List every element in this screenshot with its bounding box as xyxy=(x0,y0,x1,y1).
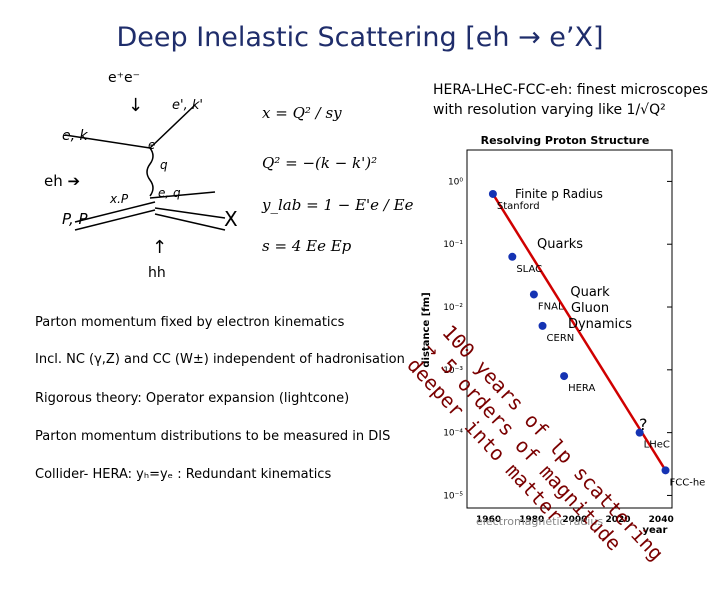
data-point-lhec xyxy=(635,428,644,437)
annotation-quarks: Quarks xyxy=(537,237,583,252)
data-point-slac xyxy=(508,252,517,261)
point-label-stanford: Stanford xyxy=(497,201,540,212)
x-tick-label: 2040 xyxy=(649,515,674,525)
formula-x: x = Q² / sy xyxy=(262,104,342,122)
data-point-fcc-he xyxy=(661,466,670,475)
x-tick-label: 2020 xyxy=(606,515,631,525)
y-tick-label: 10⁻² xyxy=(443,303,463,313)
incoming-electron-label: e, k xyxy=(62,128,88,144)
x-tick-label: 2000 xyxy=(562,515,587,525)
formula-q2: Q² = −(k − k')² xyxy=(262,154,378,172)
bullet-2: Incl. NC (γ,Z) and CC (W±) independent o… xyxy=(35,352,405,367)
point-label-fnal: FNAL xyxy=(538,301,564,312)
y-tick-label: 10⁻³ xyxy=(443,366,463,376)
ee-label: e⁺e⁻ xyxy=(108,70,141,86)
x-tick-label: 1960 xyxy=(476,515,501,525)
bullet-5: Collider- HERA: yₕ=yₑ : Redundant kinema… xyxy=(35,467,332,482)
page-title: Deep Inelastic Scattering [eh → e’X] xyxy=(116,22,604,53)
chart-ylabel: distance [fm] xyxy=(421,292,432,367)
formula-s: s = 4 Ee Ep xyxy=(262,237,352,255)
data-point-cern xyxy=(538,321,547,330)
hh-label: hh xyxy=(148,265,166,281)
quark-label: e, q xyxy=(158,186,181,200)
data-point-stanford xyxy=(488,189,497,198)
bullet-4: Parton momentum distributions to be meas… xyxy=(35,429,391,444)
y-tick-label: 10⁰ xyxy=(448,177,463,187)
y-tick-label: 10⁻⁴ xyxy=(443,429,463,439)
chart-title: Resolving Proton Structure xyxy=(481,134,650,147)
chart-caption: electromagnetic radius xyxy=(476,515,604,528)
parton-label: x.P xyxy=(110,192,129,206)
point-label-slac: SLAC xyxy=(516,264,542,275)
annotation-qgd-2: Gluon xyxy=(571,301,609,316)
eh-label: eh ➔ xyxy=(44,172,81,190)
data-point-fnal xyxy=(529,290,538,299)
hera-text-line1: HERA-LHeC-FCC-eh: finest microscopes xyxy=(433,82,709,98)
point-label-hera: HERA xyxy=(568,383,595,394)
point-label-fcc-he: FCC-he xyxy=(670,477,706,488)
data-point-hera xyxy=(560,372,569,381)
resolving-proton-chart: Resolving Proton Structure distance [fm]… xyxy=(421,134,706,536)
X-label: X xyxy=(224,207,238,231)
annotation-qgd-1: Quark xyxy=(570,285,610,300)
annotation-question: ? xyxy=(639,415,648,434)
annotation-finite-radius: Finite p Radius xyxy=(515,187,603,201)
photon-label: q xyxy=(160,158,168,172)
y-tick-label: 10⁻¹ xyxy=(443,240,463,250)
proton-label: P, P xyxy=(62,210,88,228)
point-label-cern: CERN xyxy=(547,333,575,344)
chart-xlabel: year xyxy=(643,525,668,536)
outgoing-electron-label: e', k' xyxy=(172,98,203,113)
trend-line xyxy=(491,193,667,471)
y-tick-label: 10⁻⁵ xyxy=(443,491,463,501)
point-label-lhec: LHeC xyxy=(644,440,670,451)
feynman-diagram xyxy=(64,104,226,231)
vertex-label: e xyxy=(148,138,156,152)
bullet-1: Parton momentum fixed by electron kinema… xyxy=(35,315,345,330)
x-tick-label: 1980 xyxy=(519,515,544,525)
bullet-3: Rigorous theory: Operator expansion (lig… xyxy=(35,391,350,406)
up-arrow-icon: ↑ xyxy=(152,237,168,258)
formula-y: y_lab = 1 − E'e / Ee xyxy=(262,196,414,214)
hera-text-line2: with resolution varying like 1/√Q² xyxy=(433,102,666,118)
annotation-qgd-3: Dynamics xyxy=(568,317,632,332)
down-arrow-icon: ↓ xyxy=(128,95,144,116)
